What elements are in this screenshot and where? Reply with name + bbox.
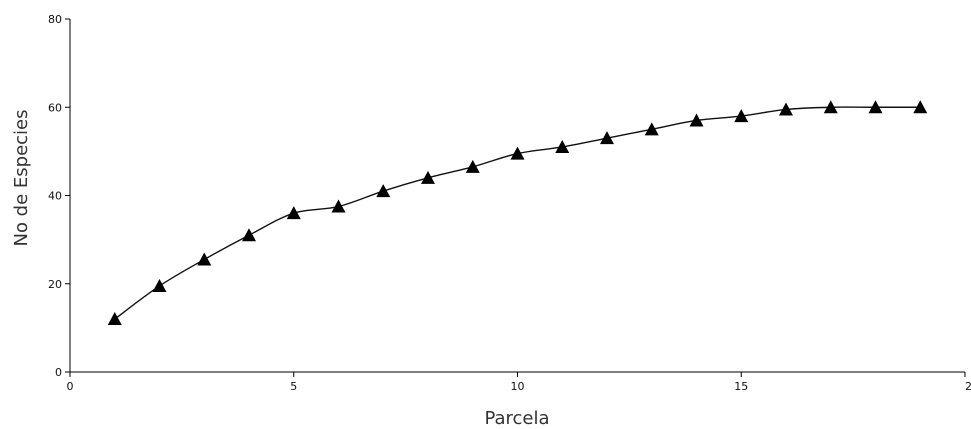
x-tick-label: 2	[965, 380, 971, 393]
data-point-marker	[555, 139, 570, 153]
data-point-marker	[779, 102, 793, 116]
y-tick-label: 20	[48, 278, 62, 291]
data-point-marker	[644, 122, 659, 136]
data-point-marker	[152, 278, 167, 292]
data-point-marker	[197, 252, 212, 266]
data-point-marker	[689, 113, 704, 127]
data-point-marker	[510, 146, 525, 160]
data-point-marker	[421, 170, 435, 184]
data-point-marker	[376, 184, 391, 198]
data-point-marker	[242, 228, 256, 242]
series-line	[114, 106, 921, 320]
y-axis-title: No de Especies	[11, 109, 32, 246]
x-axis-title: Parcela	[484, 408, 549, 429]
data-point-marker	[286, 206, 301, 220]
data-point-marker	[600, 131, 614, 145]
data-point-marker	[107, 312, 122, 326]
x-tick-label: 5	[290, 380, 297, 393]
y-tick-label: 40	[48, 190, 62, 203]
y-tick-label: 0	[55, 366, 62, 379]
data-point-marker	[465, 159, 480, 173]
x-tick-label: 0	[67, 380, 74, 393]
data-point-marker	[331, 199, 346, 213]
data-point-marker	[734, 109, 749, 123]
y-tick-label: 60	[48, 101, 62, 114]
data-point-marker	[868, 100, 883, 114]
axes	[69, 19, 965, 373]
x-tick-label: 10	[511, 380, 525, 393]
x-tick-label: 15	[734, 380, 748, 393]
tick-marks	[65, 18, 966, 377]
data-point-marker	[823, 100, 838, 114]
y-tick-label: 80	[48, 13, 62, 26]
data-markers	[107, 100, 928, 326]
data-point-marker	[913, 100, 928, 114]
